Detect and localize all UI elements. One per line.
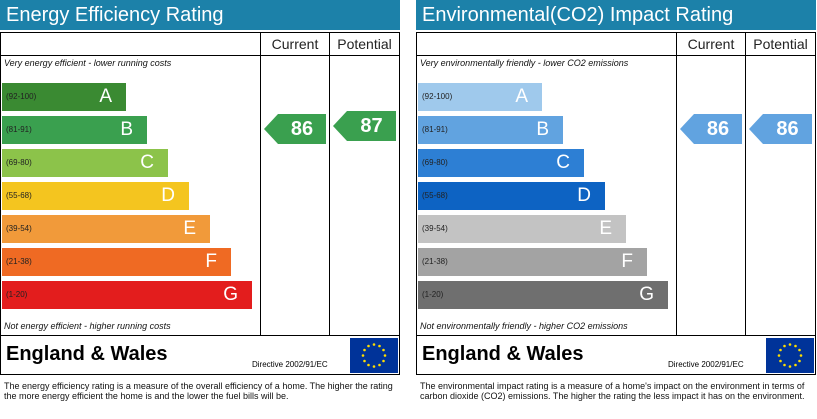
band-letter: F bbox=[621, 251, 633, 272]
band-letter: E bbox=[183, 218, 196, 239]
band-letter: C bbox=[140, 152, 154, 173]
band-range: (21-38) bbox=[6, 257, 32, 266]
energy-current-value: 86 bbox=[278, 114, 326, 144]
environmental-impact-panel: Environmental(CO2) Impact Rating Current… bbox=[416, 0, 816, 419]
energy-band-a: (92-100) A bbox=[2, 83, 126, 111]
energy-top-note: Very energy efficient - lower running co… bbox=[4, 58, 172, 68]
energy-band-g: (1-20) G bbox=[2, 281, 252, 309]
environment-directive: Directive 2002/91/EC bbox=[668, 360, 744, 369]
band-range: (69-80) bbox=[422, 158, 448, 167]
energy-band-d: (55-68) D bbox=[2, 182, 189, 210]
environment-band-g: (1-20) G bbox=[418, 281, 668, 309]
energy-country: England & Wales bbox=[6, 343, 168, 365]
environment-band-c: (69-80) C bbox=[418, 149, 584, 177]
eu-flag-icon bbox=[350, 338, 398, 373]
energy-frame bbox=[0, 32, 400, 375]
band-letter: B bbox=[120, 119, 133, 140]
band-range: (92-100) bbox=[6, 92, 37, 101]
environment-description: The environmental impact rating is a mea… bbox=[420, 381, 805, 401]
environment-potential-header: Potential bbox=[753, 36, 808, 52]
energy-current-header: Current bbox=[271, 36, 319, 52]
energy-band-f: (21-38) F bbox=[2, 248, 231, 276]
environment-band-d: (55-68) D bbox=[418, 182, 605, 210]
energy-current-arrow: 86 bbox=[264, 114, 326, 144]
band-range: (69-80) bbox=[6, 158, 32, 167]
energy-potential-header: Potential bbox=[337, 36, 392, 52]
band-range: (55-68) bbox=[422, 191, 448, 200]
band-range: (39-54) bbox=[6, 224, 32, 233]
energy-description: The energy efficiency rating is a measur… bbox=[4, 381, 393, 401]
environment-band-b: (81-91) B bbox=[418, 116, 563, 144]
environment-current-arrow: 86 bbox=[680, 114, 742, 144]
band-range: (39-54) bbox=[422, 224, 448, 233]
energy-title: Energy Efficiency Rating bbox=[0, 0, 400, 30]
environment-frame bbox=[416, 32, 816, 375]
eu-stars-icon bbox=[361, 343, 387, 368]
band-range: (92-100) bbox=[422, 92, 453, 101]
environment-band-e: (39-54) E bbox=[418, 215, 626, 243]
environment-band-f: (21-38) F bbox=[418, 248, 647, 276]
environment-current-header: Current bbox=[687, 36, 735, 52]
environment-country: England & Wales bbox=[422, 343, 584, 365]
band-letter: A bbox=[515, 86, 528, 107]
energy-band-e: (39-54) E bbox=[2, 215, 210, 243]
environment-bottom-note: Not environmentally friendly - higher CO… bbox=[420, 321, 628, 331]
band-range: (55-68) bbox=[6, 191, 32, 200]
environment-potential-value: 86 bbox=[763, 114, 812, 144]
environment-current-value: 86 bbox=[694, 114, 742, 144]
energy-potential-arrow: 87 bbox=[333, 111, 396, 141]
environment-band-a: (92-100) A bbox=[418, 83, 542, 111]
energy-efficiency-panel: Energy Efficiency Rating Current Potenti… bbox=[0, 0, 400, 419]
energy-band-c: (69-80) C bbox=[2, 149, 168, 177]
band-letter: D bbox=[577, 185, 591, 206]
eu-stars-icon bbox=[777, 343, 803, 368]
band-letter: F bbox=[205, 251, 217, 272]
energy-potential-value: 87 bbox=[347, 111, 396, 141]
band-range: (81-91) bbox=[422, 125, 448, 134]
band-letter: G bbox=[639, 284, 654, 305]
band-range: (81-91) bbox=[6, 125, 32, 134]
band-letter: B bbox=[536, 119, 549, 140]
environment-title: Environmental(CO2) Impact Rating bbox=[416, 0, 816, 30]
band-letter: G bbox=[223, 284, 238, 305]
environment-top-note: Very environmentally friendly - lower CO… bbox=[420, 58, 629, 68]
band-letter: C bbox=[556, 152, 570, 173]
eu-flag-icon bbox=[766, 338, 814, 373]
energy-bottom-note: Not energy efficient - higher running co… bbox=[4, 321, 171, 331]
environment-potential-arrow: 86 bbox=[749, 114, 812, 144]
energy-band-b: (81-91) B bbox=[2, 116, 147, 144]
band-range: (1-20) bbox=[6, 290, 28, 299]
band-letter: E bbox=[599, 218, 612, 239]
energy-directive: Directive 2002/91/EC bbox=[252, 360, 328, 369]
band-letter: D bbox=[161, 185, 175, 206]
band-letter: A bbox=[99, 86, 112, 107]
band-range: (21-38) bbox=[422, 257, 448, 266]
band-range: (1-20) bbox=[422, 290, 444, 299]
